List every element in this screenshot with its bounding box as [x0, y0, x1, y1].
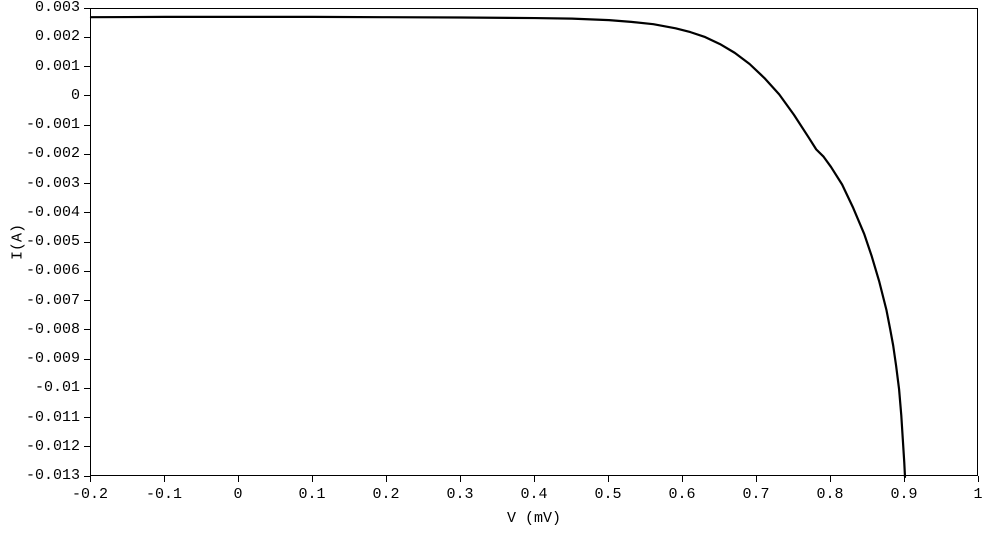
- plot-area: [90, 8, 978, 476]
- y-tick-mark: [84, 329, 90, 330]
- y-tick-mark: [84, 446, 90, 447]
- y-tick-mark: [84, 388, 90, 389]
- x-tick-label: 0.5: [594, 486, 621, 503]
- y-tick-label: -0.005: [26, 233, 80, 250]
- y-tick-label: -0.011: [26, 409, 80, 426]
- y-tick-mark: [84, 212, 90, 213]
- x-tick-label: 0.2: [372, 486, 399, 503]
- x-tick-label: 0.7: [742, 486, 769, 503]
- x-tick-label: 0.1: [298, 486, 325, 503]
- iv-chart: 0.003 0.002 0.001 0 -0.001 -0.002 -0.003 -0.004…: [0, 0, 1000, 543]
- y-tick-label: -0.001: [26, 116, 80, 133]
- y-tick-label: -0.006: [26, 262, 80, 279]
- x-tick-label: 0.8: [816, 486, 843, 503]
- y-tick-label: -0.012: [26, 438, 80, 455]
- y-tick-label: 0: [71, 87, 80, 104]
- x-tick-label: 1: [973, 486, 982, 503]
- x-tick-mark: [756, 476, 757, 482]
- series-line: [91, 17, 905, 477]
- x-tick-label: 0: [233, 486, 242, 503]
- x-tick-mark: [534, 476, 535, 482]
- y-tick-mark: [84, 66, 90, 67]
- y-tick-label: -0.003: [26, 175, 80, 192]
- y-tick-label: -0.008: [26, 321, 80, 338]
- y-tick-mark: [84, 95, 90, 96]
- y-tick-mark: [84, 359, 90, 360]
- x-tick-mark: [386, 476, 387, 482]
- x-axis-title: V (mV): [507, 510, 561, 527]
- x-tick-mark: [90, 476, 91, 482]
- x-tick-mark: [904, 476, 905, 482]
- x-tick-label: 0.9: [890, 486, 917, 503]
- y-tick-mark: [84, 300, 90, 301]
- x-tick-mark: [830, 476, 831, 482]
- x-tick-mark: [238, 476, 239, 482]
- x-tick-mark: [608, 476, 609, 482]
- y-tick-label: -0.009: [26, 350, 80, 367]
- x-tick-label: 0.4: [520, 486, 547, 503]
- x-tick-mark: [978, 476, 979, 482]
- x-tick-label: -0.2: [72, 486, 108, 503]
- y-tick-label: -0.01: [35, 379, 80, 396]
- y-tick-label: -0.013: [26, 467, 80, 484]
- y-tick-mark: [84, 183, 90, 184]
- x-tick-mark: [164, 476, 165, 482]
- y-tick-mark: [84, 242, 90, 243]
- x-tick-label: -0.1: [146, 486, 182, 503]
- y-tick-label: 0.003: [35, 0, 80, 16]
- x-tick-label: 0.3: [446, 486, 473, 503]
- y-tick-mark: [84, 37, 90, 38]
- y-tick-mark: [84, 154, 90, 155]
- line-layer: [91, 9, 979, 477]
- y-tick-label: -0.007: [26, 292, 80, 309]
- y-tick-mark: [84, 125, 90, 126]
- y-tick-mark: [84, 271, 90, 272]
- x-tick-mark: [460, 476, 461, 482]
- y-tick-mark: [84, 8, 90, 9]
- y-tick-label: -0.002: [26, 145, 80, 162]
- y-tick-mark: [84, 417, 90, 418]
- x-tick-label: 0.6: [668, 486, 695, 503]
- y-tick-label: 0.002: [35, 28, 80, 45]
- y-tick-label: 0.001: [35, 58, 80, 75]
- x-tick-mark: [312, 476, 313, 482]
- y-axis-title: I(A): [10, 224, 27, 260]
- y-tick-label: -0.004: [26, 204, 80, 221]
- x-tick-mark: [682, 476, 683, 482]
